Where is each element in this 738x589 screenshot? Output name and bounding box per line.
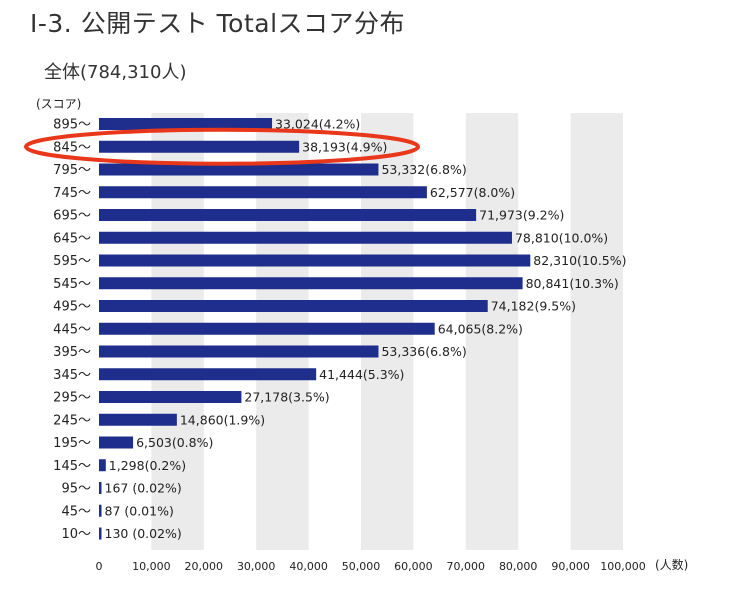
x-tick-label: 70,000	[447, 560, 486, 573]
data-label: 33,024(4.2%)	[275, 117, 360, 132]
bar	[99, 186, 427, 199]
bar	[99, 459, 106, 472]
data-label: 6,503(0.8%)	[136, 435, 213, 450]
x-tick-label: 10,000	[132, 560, 171, 573]
x-tick-label: 50,000	[342, 560, 381, 573]
data-label: 53,332(6.8%)	[381, 162, 466, 177]
bar	[99, 163, 379, 176]
x-tick-label: 100,000	[600, 560, 646, 573]
bar	[99, 391, 242, 403]
bars	[99, 118, 531, 540]
y-tick-label: 645〜	[53, 231, 91, 246]
y-tick-label: 595〜	[53, 254, 91, 269]
data-label: 80,841(10.3%)	[526, 276, 619, 291]
y-tick-label: 245〜	[53, 413, 91, 428]
x-tick-label: 30,000	[237, 560, 276, 573]
x-tick-label: 80,000	[499, 560, 538, 573]
bar	[99, 504, 102, 517]
y-tick-label: 95〜	[61, 482, 91, 497]
y-tick-label: 445〜	[53, 322, 91, 337]
highlight-ellipse	[24, 127, 420, 166]
y-tick-label: 695〜	[53, 209, 91, 224]
x-axis-label: (人数)	[655, 557, 688, 572]
y-axis-label: (スコア)	[36, 97, 81, 111]
bar	[99, 140, 300, 153]
bar	[99, 527, 102, 540]
data-label: 71,973(9.2%)	[479, 208, 564, 223]
data-label: 41,444(5.3%)	[319, 367, 404, 382]
data-label: 14,860(1.9%)	[180, 412, 265, 427]
y-tick-label: 295〜	[53, 391, 91, 406]
y-tick-label: 795〜	[53, 163, 91, 178]
bar	[99, 118, 273, 130]
y-tick-label: 895〜	[53, 118, 91, 133]
y-tick-label: 145〜	[53, 459, 91, 474]
grid-band	[465, 113, 519, 550]
data-label: 74,182(9.5%)	[491, 299, 576, 314]
y-tick-label: 345〜	[53, 368, 91, 383]
bar	[99, 254, 531, 267]
bar	[99, 413, 177, 426]
x-tick-label: 40,000	[289, 560, 328, 573]
y-tick-label: 10〜	[61, 527, 91, 542]
x-tick-label: 60,000	[394, 560, 433, 573]
data-label: 64,065(8.2%)	[438, 321, 523, 336]
grid-band	[570, 113, 623, 550]
data-label: 53,336(6.8%)	[381, 344, 466, 359]
bar	[99, 231, 512, 244]
data-label: 1,298(0.2%)	[109, 458, 186, 473]
bar	[99, 436, 134, 449]
data-label: 87 (0.01%)	[105, 503, 174, 518]
bar	[99, 209, 477, 221]
x-tick-labels: 0 10,000 20,000 30,000 40,000 50,000 60,000 70,…	[96, 560, 646, 573]
bar	[99, 482, 102, 494]
data-label: 62,577(8.0%)	[430, 185, 515, 200]
data-label: 130 (0.02%)	[105, 526, 182, 541]
data-label: 38,193(4.9%)	[302, 139, 387, 154]
y-tick-label: 45〜	[61, 504, 91, 519]
data-label: 27,178(3.5%)	[244, 390, 329, 405]
y-tick-label: 845〜	[53, 140, 91, 155]
x-tick-label: 0	[96, 560, 103, 573]
y-tick-label: 745〜	[53, 186, 91, 201]
chart-subtitle: 全体(784,310人)	[44, 62, 187, 83]
page-title: Ⅰ-3. 公開テスト Totalスコア分布	[30, 9, 406, 38]
y-tick-label: 495〜	[53, 300, 91, 315]
bar	[99, 368, 317, 381]
x-tick-label: 90,000	[551, 560, 590, 573]
bar	[99, 277, 523, 290]
bar	[99, 345, 379, 358]
y-tick-label: 195〜	[53, 436, 91, 451]
data-label: 78,810(10.0%)	[515, 230, 608, 245]
bar	[99, 322, 435, 335]
x-tick-label: 20,000	[185, 560, 224, 573]
data-labels: 33,024(4.2%) 38,193(4.9%) 53,332(6.8%) 62,5…	[105, 117, 627, 542]
bar	[99, 300, 488, 312]
y-tick-label: 545〜	[53, 277, 91, 292]
data-label: 82,310(10.5%)	[533, 253, 626, 268]
y-tick-labels: 895〜 845〜 795〜 745〜 695〜 645〜 595〜 545〜 495〜 445〜…	[53, 118, 91, 543]
data-label: 167 (0.02%)	[105, 481, 182, 496]
y-tick-label: 395〜	[53, 345, 91, 360]
